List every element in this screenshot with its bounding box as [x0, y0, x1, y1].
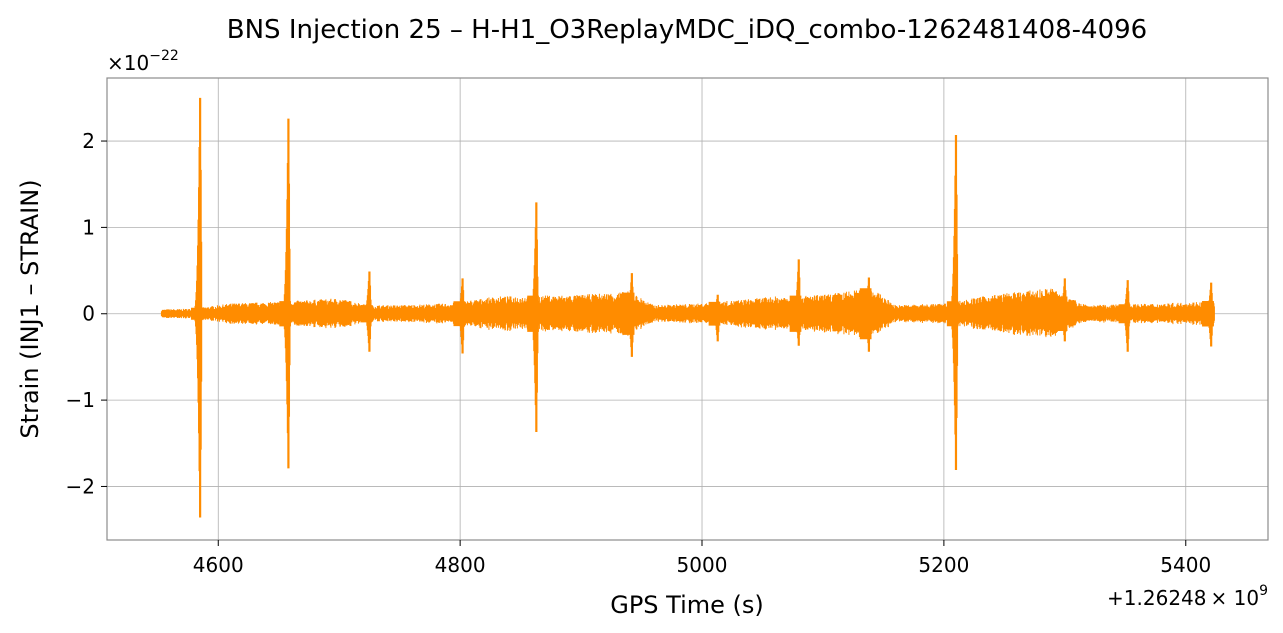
y-tick-label: −1	[66, 388, 95, 412]
y-axis-label: Strain (INJ1 – STRAIN)	[16, 179, 44, 438]
data-series	[160, 97, 1215, 518]
series-spike	[859, 277, 872, 352]
series-spike	[789, 259, 802, 346]
series-spike	[946, 134, 959, 471]
y-scale-prefix: ×10	[107, 51, 149, 75]
x-offset-label: +1.26248 × 109	[1107, 583, 1268, 610]
x-offset-multiplier: × 10	[1211, 586, 1260, 610]
series-spike	[1118, 280, 1131, 352]
series-spike	[191, 97, 203, 518]
x-tick-label: 4600	[193, 553, 244, 577]
series-spike	[527, 202, 539, 433]
y-ticks: −2 −1 0 1 2	[66, 129, 107, 498]
series-spike	[360, 271, 373, 352]
x-tick-label: 5400	[1160, 553, 1211, 577]
series-spike	[1055, 278, 1068, 342]
series-spike	[279, 118, 292, 469]
x-tick-label: 5200	[918, 553, 969, 577]
chart-title: BNS Injection 25 – H-H1_O3ReplayMDC_iDQ_…	[227, 15, 1147, 45]
x-ticks: 4600 4800 5000 5200 5400	[193, 540, 1211, 577]
y-tick-label: −2	[66, 474, 95, 498]
series-spike	[453, 278, 466, 354]
x-offset-value: +1.26248	[1107, 586, 1206, 610]
plot-frame	[106, 77, 1269, 541]
y-tick-label: 2	[82, 129, 95, 153]
x-tick-label: 5000	[677, 553, 728, 577]
x-tick-label: 4800	[435, 553, 486, 577]
y-scale-label: ×10−22	[107, 48, 179, 75]
x-offset-exponent: 9	[1259, 583, 1268, 599]
y-tick-label: 0	[82, 302, 95, 326]
series-spike	[1202, 282, 1214, 347]
series-spike	[708, 294, 721, 342]
x-axis-label: GPS Time (s)	[610, 591, 764, 619]
series-spike	[622, 273, 635, 357]
y-tick-label: 1	[82, 215, 95, 239]
y-scale-exponent: −22	[149, 48, 179, 64]
